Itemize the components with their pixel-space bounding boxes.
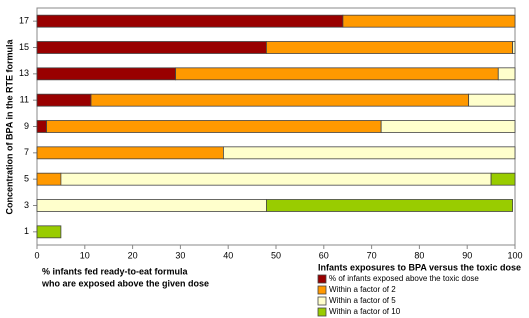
y-tick-label: 11 <box>20 95 29 105</box>
legend-label: Within a factor of 5 <box>329 296 396 305</box>
bar-segment <box>36 172 62 186</box>
y-tick-label: 7 <box>24 147 29 157</box>
bar-segment <box>36 199 267 212</box>
y-tick-label: 9 <box>24 121 29 131</box>
x-tick-label: 30 <box>175 250 185 260</box>
bar-segment <box>380 120 516 133</box>
legend-swatch <box>317 296 327 306</box>
x-tick-label: 40 <box>223 250 233 260</box>
bar-segment <box>46 120 382 133</box>
bar-segment <box>36 225 62 239</box>
x-axis-title: % infants fed ready-to-eat formula <box>42 266 189 276</box>
bar-segment <box>36 41 267 54</box>
bar-segment <box>90 93 470 107</box>
bar-segment <box>342 14 516 28</box>
bar-segment <box>512 41 516 54</box>
x-axis-title: who are exposed above the given dose <box>41 278 209 288</box>
y-tick-label: 17 <box>19 16 29 26</box>
y-axis-title: Concentration of BPA in the RTE formula <box>4 39 14 215</box>
x-tick-label: 60 <box>319 250 329 260</box>
x-tick-label: 100 <box>507 250 522 260</box>
bar-segment <box>266 199 514 212</box>
bar-segment <box>266 41 514 54</box>
legend-title: Infants exposures to BPA versus the toxi… <box>318 262 521 272</box>
x-tick-label: 20 <box>128 250 138 260</box>
bar-segment <box>60 172 492 186</box>
bar-segment <box>175 67 499 81</box>
y-tick-label: 5 <box>24 174 29 184</box>
legend-label: % of infants exposed above the toxic dos… <box>329 274 479 283</box>
bar-segment <box>223 146 516 160</box>
y-tick-label: 1 <box>24 226 29 236</box>
x-tick-label: 90 <box>462 250 472 260</box>
x-tick-label: 80 <box>414 250 424 260</box>
legend-label: Within a factor of 2 <box>329 285 396 294</box>
legend-swatch <box>317 274 327 284</box>
bar-segment <box>36 14 344 28</box>
y-tick-label: 15 <box>19 42 29 52</box>
x-tick-label: 50 <box>271 250 281 260</box>
x-tick-label: 10 <box>80 250 90 260</box>
bar-segment <box>36 120 47 133</box>
legend-swatch <box>317 285 327 295</box>
legend-label: Within a factor of 10 <box>329 307 401 316</box>
x-tick-label: 0 <box>34 250 39 260</box>
x-tick-label: 70 <box>367 250 377 260</box>
bar-segment <box>36 67 177 81</box>
bar-segment <box>497 67 516 81</box>
y-tick-label: 13 <box>19 68 29 78</box>
bar-segment <box>36 146 224 160</box>
bar-segment <box>468 93 516 107</box>
legend-swatch <box>317 307 327 317</box>
bar-segment <box>490 172 516 186</box>
bar-segment <box>36 93 92 107</box>
y-tick-label: 3 <box>24 200 29 210</box>
